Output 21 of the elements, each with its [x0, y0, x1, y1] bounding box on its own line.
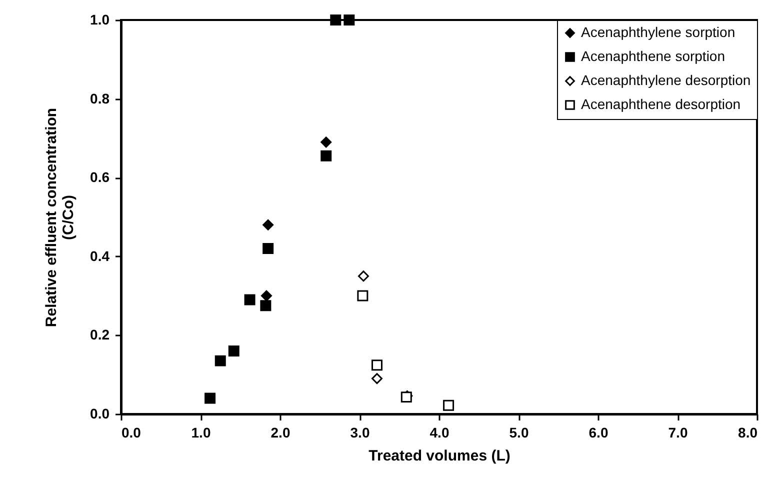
x-tick-label: 2.0: [270, 424, 290, 440]
x-tick-label: 7.0: [668, 424, 688, 440]
y-tick-label: 1.0: [90, 12, 110, 28]
y-tick-label: 0.8: [90, 90, 110, 106]
x-tick-label: 8.0: [738, 424, 758, 440]
y-tick-label: 0.6: [90, 169, 110, 186]
x-tick-label: 3.0: [350, 424, 370, 440]
x-tick-label: 0.0: [122, 424, 142, 440]
x-axis-title: Treated volumes (L): [368, 448, 510, 464]
x-tick-label: 5.0: [509, 424, 529, 440]
legend-label: Acenaphthene sorption: [581, 48, 725, 64]
y-tick-label: 0.0: [90, 406, 110, 422]
y-tick-label: 0.4: [90, 248, 110, 264]
y-tick-label: 0.2: [90, 326, 110, 343]
legend-label: Acenaphthylene sorption: [581, 24, 736, 40]
x-tick-label: 4.0: [430, 424, 450, 440]
legend-label: Acenaphthene desorption: [581, 96, 741, 112]
x-tick-label: 1.0: [191, 424, 211, 440]
x-tick-label: 6.0: [588, 424, 608, 440]
y-axis-title: Relative effluent concentration (C/Co): [43, 108, 78, 328]
legend-label: Acenaphthylene desorption: [581, 72, 751, 88]
